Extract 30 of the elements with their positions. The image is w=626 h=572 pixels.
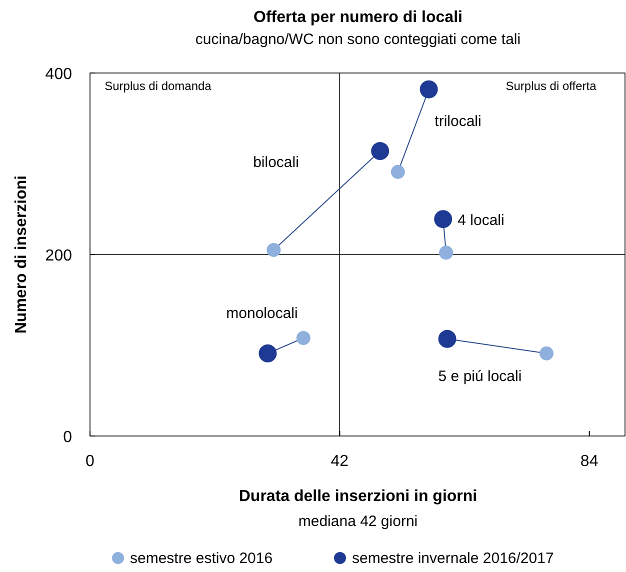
point (258, 344, 277, 362)
y-axis-title: Numero di inserzioni (13, 175, 30, 334)
x-axis-title: Durata delle inserzioni in giorni (238, 488, 478, 505)
point (540, 346, 554, 360)
point (420, 80, 438, 98)
point (371, 142, 390, 160)
y-tick-label: 200 (45, 248, 72, 264)
x-tick-label: 42 (330, 453, 349, 470)
annotation: Surplus di offerta (506, 79, 597, 93)
point (439, 246, 454, 260)
chart-title: Offerta per numero di locali (254, 9, 462, 26)
annotation: trilocali (434, 113, 482, 130)
legend-label: semestre invernale 2016/2017 (352, 550, 554, 567)
annotation: 5 e piú locali (438, 368, 522, 385)
x-tick-label: 0 (86, 453, 95, 470)
annotation: Surplus di domanda (104, 79, 212, 93)
point (438, 330, 456, 348)
annotation: monolocali (226, 305, 298, 322)
text: mediana 42 giorni (298, 513, 418, 530)
legend-label: semestre estivo 2016 (130, 550, 273, 567)
y-tick-label: 400 (45, 66, 72, 83)
point (434, 210, 452, 228)
point (390, 164, 405, 179)
chart-subtitle: cucina/bagno/WC non sono conteggiati come tali (195, 31, 521, 48)
annotation: 4 locali (458, 212, 504, 229)
x-tick-label: 84 (580, 453, 598, 470)
point (266, 242, 281, 257)
y-tick-label: 0 (63, 429, 72, 446)
point (296, 330, 310, 345)
annotation: bilocali (253, 154, 299, 171)
